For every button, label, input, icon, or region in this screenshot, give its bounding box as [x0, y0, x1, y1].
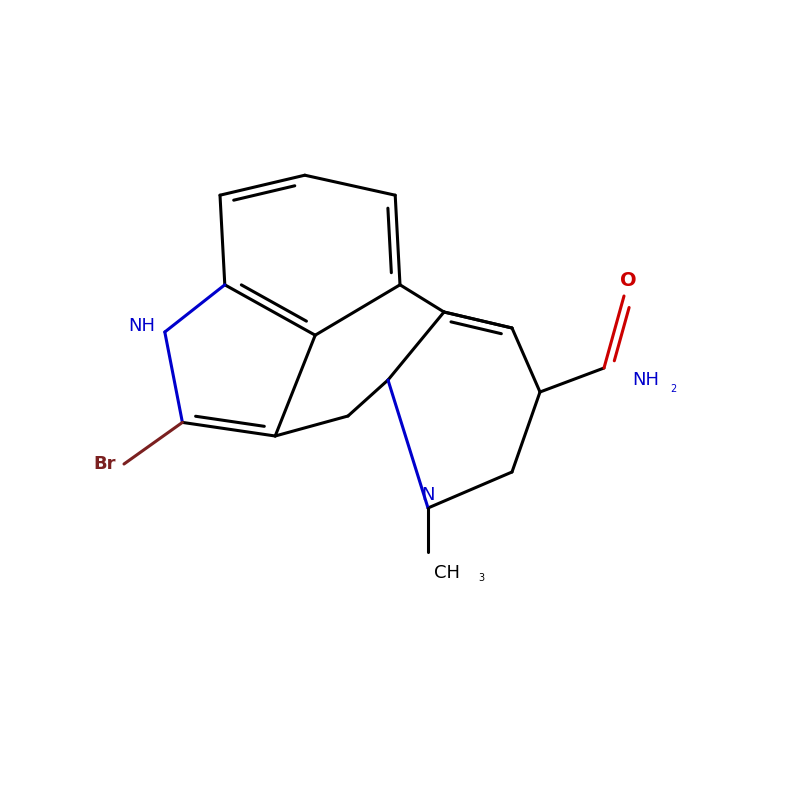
Text: $_3$: $_3$	[478, 570, 485, 584]
Text: NH: NH	[128, 317, 155, 334]
Text: Br: Br	[94, 455, 116, 473]
Text: NH: NH	[632, 371, 659, 389]
Text: $_2$: $_2$	[670, 381, 678, 395]
Text: O: O	[620, 270, 636, 290]
Text: CH: CH	[434, 564, 461, 582]
Text: N: N	[422, 486, 434, 504]
